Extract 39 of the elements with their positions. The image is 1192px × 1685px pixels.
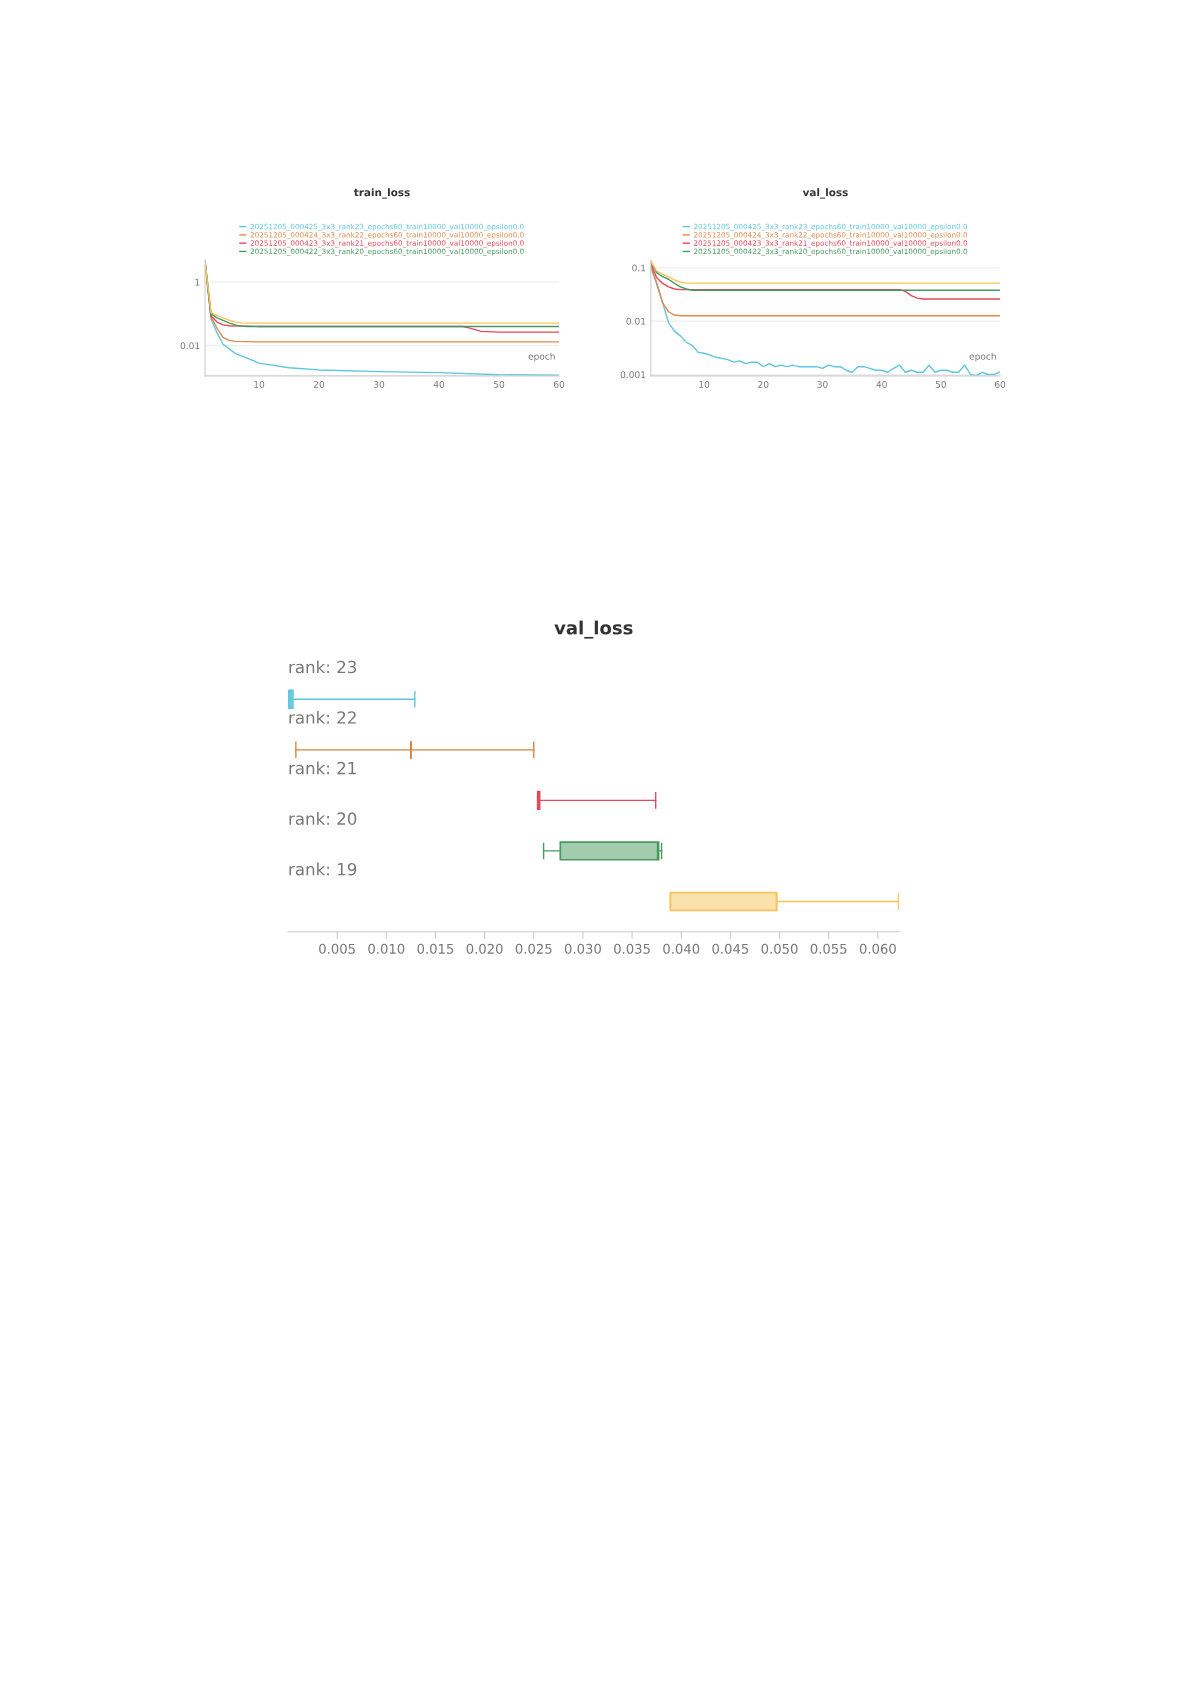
x-tick-label: 0.025 xyxy=(515,943,552,954)
x-tick-label: 50 xyxy=(494,380,505,388)
y-tick-label: rank: 19 xyxy=(289,862,357,876)
y-tick-label: rank: 22 xyxy=(289,710,356,724)
x-tick-label: 20 xyxy=(758,380,769,388)
x-axis-title: epoch xyxy=(969,352,996,362)
y-tick-label: rank: 21 xyxy=(289,761,356,775)
x-tick-label: 0.045 xyxy=(712,943,749,954)
x-tick-label: 0.055 xyxy=(810,943,847,954)
y-tick-label: 0.1 xyxy=(632,264,646,272)
chart-title: train_loss xyxy=(353,188,410,199)
x-tick-label: 0.020 xyxy=(466,943,503,954)
y-tick-label: 1 xyxy=(195,279,200,286)
x-tick-label: 30 xyxy=(373,380,385,388)
x-tick-label: 0.005 xyxy=(319,943,355,954)
x-tick-label: 0.060 xyxy=(859,943,896,954)
x-tick-label: 0.040 xyxy=(663,943,700,954)
y-tick-label: rank: 23 xyxy=(289,660,357,674)
x-tick-label: 0.035 xyxy=(614,943,650,954)
x-tick-label: 60 xyxy=(553,380,565,388)
x-tick-label: 0.030 xyxy=(564,943,601,954)
x-axis-title: epoch xyxy=(528,352,555,362)
x-tick-label: 30 xyxy=(817,380,828,388)
x-tick-label: 50 xyxy=(935,380,947,388)
y-tick-label: 0.01 xyxy=(626,317,646,325)
y-tick-label: 0.01 xyxy=(180,342,200,350)
x-tick-label: 0.015 xyxy=(417,943,454,954)
x-tick-label: 0.010 xyxy=(368,943,405,954)
x-tick-label: 20 xyxy=(313,380,325,388)
chart-title: val_loss xyxy=(554,620,633,639)
x-tick-label: 0.050 xyxy=(761,943,798,954)
x-tick-label: 10 xyxy=(699,380,710,388)
y-tick-label: rank: 20 xyxy=(289,812,357,825)
x-tick-label: 60 xyxy=(994,380,1006,388)
x-tick-label: 40 xyxy=(433,380,445,388)
x-tick-label: 10 xyxy=(254,380,265,388)
chart-title: val_loss xyxy=(802,188,848,199)
y-tick-label: 0.001 xyxy=(620,371,646,379)
x-tick-label: 40 xyxy=(876,380,887,388)
